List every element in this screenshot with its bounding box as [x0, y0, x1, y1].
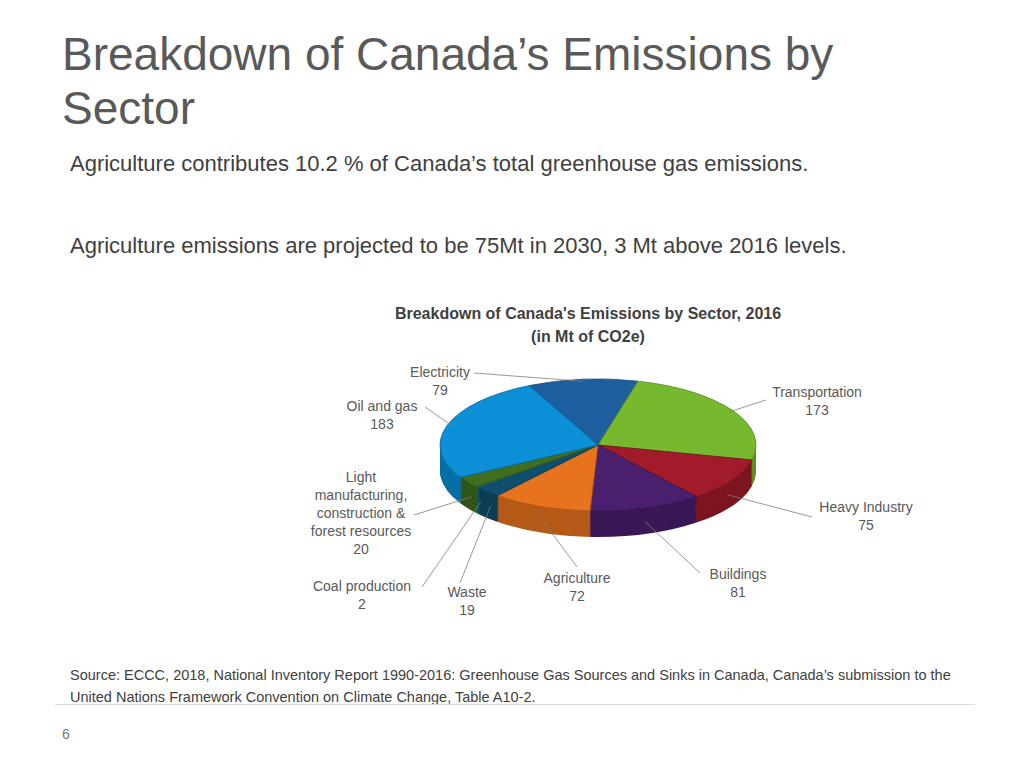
svg-text:Transportation173: Transportation173 [772, 384, 862, 418]
html-text:Agriculture contributes 10.2 %: Agriculture contributes 10.2 % of Canada… [70, 151, 809, 176]
svg-text:Lightmanufacturing,constructio: Lightmanufacturing,construction &forest … [311, 469, 411, 557]
svg-text:Coal production2: Coal production2 [313, 578, 411, 612]
svg-text:Heavy Industry75: Heavy Industry75 [819, 499, 912, 533]
svg-text:Agriculture72: Agriculture72 [544, 570, 611, 604]
html-text:Agriculture emissions are proj: Agriculture emissions are projected to b… [70, 233, 847, 258]
html-text:Breakdown of Canada's Emission: Breakdown of Canada's Emissions by Secto… [394, 305, 782, 322]
svg-text:Waste19: Waste19 [447, 584, 486, 618]
html-text:6: 6 [62, 726, 70, 742]
svg-text:Buildings81: Buildings81 [710, 566, 767, 600]
html-text:Breakdown of Canada’s Emission: Breakdown of Canada’s Emissions by Secto… [62, 28, 834, 134]
html-text:Source: ECCC, 2018, National I: Source: ECCC, 2018, National Inventory R… [70, 667, 951, 705]
svg-text:Oil and gas183: Oil and gas183 [347, 398, 418, 432]
svg-text:Electricity79: Electricity79 [410, 364, 470, 398]
html-text:(in Mt of CO2e): (in Mt of CO2e) [531, 328, 645, 345]
